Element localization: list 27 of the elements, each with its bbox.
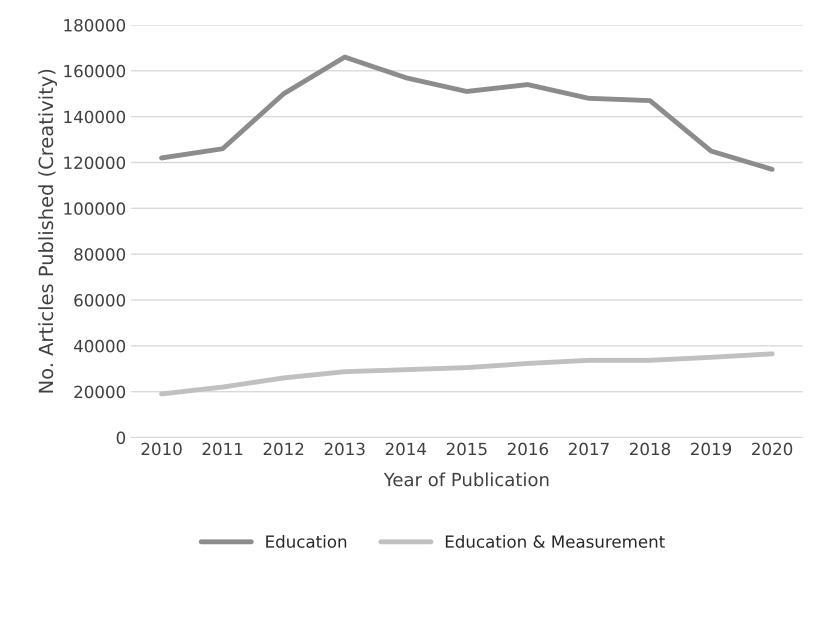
y-tick-label: 120000	[64, 156, 126, 170]
legend-label: Education	[266, 535, 346, 548]
x-tick-label: 2018	[630, 442, 670, 456]
y-tick-label: 0	[116, 431, 126, 444]
x-tick-label: 2020	[752, 442, 792, 456]
y-tick-label: 180000	[64, 18, 126, 32]
y-tick-label: 100000	[64, 202, 126, 215]
x-tick-label: 2016	[508, 442, 548, 456]
legend-label: Education & Measurement	[446, 535, 665, 548]
x-tick-label: 2012	[264, 442, 304, 456]
y-tick-label: 140000	[64, 110, 126, 124]
x-tick-label: 2015	[446, 442, 487, 456]
x-tick-label: 2013	[324, 442, 365, 456]
y-tick-label: 160000	[64, 64, 126, 78]
y-axis-title: No. Articles Published (Creativity)	[38, 70, 57, 392]
y-tick-label: 20000	[74, 386, 126, 398]
line-series	[159, 54, 775, 172]
y-tick-label: 60000	[74, 294, 126, 307]
y-tick-label: 80000	[74, 248, 126, 261]
x-tick-label: 2017	[568, 442, 609, 456]
line-series	[159, 351, 775, 396]
x-tick-label: 2011	[202, 442, 242, 456]
y-tick-label: 40000	[74, 340, 126, 352]
x-tick-label: 2014	[386, 442, 426, 456]
x-axis-title: Year of Publication	[384, 472, 548, 486]
x-tick-label: 2010	[142, 442, 182, 456]
x-tick-label: 2019	[691, 442, 732, 456]
